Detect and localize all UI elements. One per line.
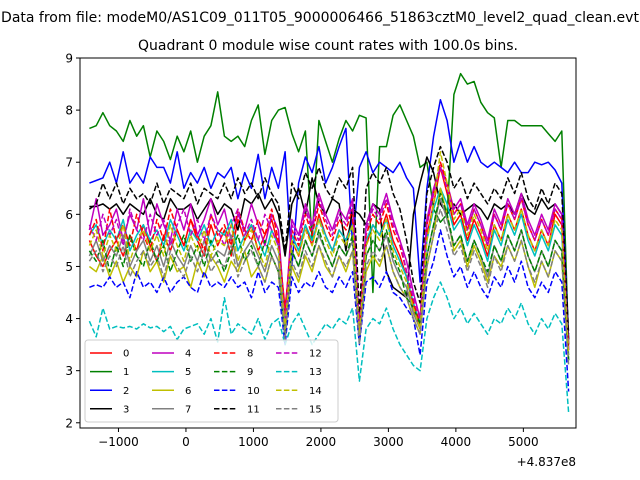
legend-label: 11 — [247, 404, 260, 415]
x-axis-offset-label: +4.837e8 — [517, 455, 576, 469]
legend-label: 10 — [247, 386, 260, 397]
x-tick-label: 5000 — [508, 435, 539, 449]
legend-entry-4: 4 — [152, 349, 191, 360]
legend-entry-3: 3 — [90, 404, 129, 415]
series-line-5 — [88, 187, 570, 356]
legend-entry-9: 9 — [214, 367, 253, 378]
chart-title: Quadrant 0 module wise count rates with … — [138, 38, 518, 54]
x-axis-ticks: −1000 0 1000 2000 3000 4000 5000 — [98, 428, 539, 449]
legend-label: 0 — [123, 349, 129, 360]
legend-entry-7: 7 — [152, 404, 191, 415]
legend-label: 14 — [309, 386, 322, 397]
legend-entry-2: 2 — [90, 386, 129, 397]
legend-box — [84, 339, 339, 423]
series-line-15 — [88, 208, 570, 366]
y-tick-label: 6 — [65, 208, 73, 222]
legend-label: 5 — [185, 367, 191, 378]
legend-entry-11: 11 — [214, 404, 260, 415]
legend-label: 2 — [123, 386, 129, 397]
y-tick-label: 5 — [65, 260, 73, 274]
x-tick-label: 0 — [182, 435, 190, 449]
legend-entry-6: 6 — [152, 386, 191, 397]
series-line-13 — [88, 281, 570, 413]
y-tick-label: 7 — [65, 156, 73, 170]
legend-label: 15 — [309, 404, 322, 415]
y-tick-label: 3 — [65, 364, 73, 378]
series-line-1 — [89, 72, 570, 345]
y-tick-label: 9 — [65, 52, 73, 66]
legend-entry-10: 10 — [214, 386, 260, 397]
legend-label: 4 — [185, 349, 191, 360]
y-tick-label: 8 — [65, 104, 73, 118]
x-tick-label: 3000 — [373, 435, 404, 449]
legend-label: 9 — [247, 367, 253, 378]
legend-entry-14: 14 — [276, 386, 322, 397]
legend-label: 3 — [123, 404, 129, 415]
legend-entry-1: 1 — [90, 367, 129, 378]
series-line-10 — [89, 229, 570, 392]
x-tick-label: 2000 — [306, 435, 337, 449]
x-tick-label: 4000 — [441, 435, 472, 449]
series-line-2 — [89, 98, 570, 340]
figure-suptitle: Data from file: modeM0/AS1C09_011T05_900… — [1, 10, 639, 26]
y-tick-label: 2 — [65, 416, 73, 430]
series-line-6 — [88, 187, 570, 361]
series-line-12 — [88, 166, 570, 350]
y-axis-ticks: 2 3 4 5 6 7 8 9 — [65, 52, 80, 430]
series-line-3 — [89, 156, 570, 340]
x-tick-label: −1000 — [98, 435, 139, 449]
legend-entry-15: 15 — [276, 404, 322, 415]
series-line-11 — [88, 145, 570, 335]
series-line-4 — [88, 166, 570, 350]
legend-entry-5: 5 — [152, 367, 191, 378]
series-line-14 — [88, 151, 570, 356]
series-layer — [88, 72, 570, 413]
legend-label: 7 — [185, 404, 191, 415]
series-line-9 — [88, 192, 570, 361]
legend-entry-13: 13 — [276, 367, 322, 378]
y-tick-label: 4 — [65, 312, 73, 326]
legend-label: 1 — [123, 367, 129, 378]
legend-label: 8 — [247, 349, 253, 360]
legend-entry-8: 8 — [214, 349, 253, 360]
x-tick-label: 1000 — [238, 435, 269, 449]
legend-label: 6 — [185, 386, 191, 397]
plot-frame — [79, 57, 577, 429]
legend-label: 12 — [309, 349, 322, 360]
legend-entry-0: 0 — [90, 349, 129, 360]
legend-label: 13 — [309, 367, 322, 378]
legend-entry-12: 12 — [276, 349, 322, 360]
